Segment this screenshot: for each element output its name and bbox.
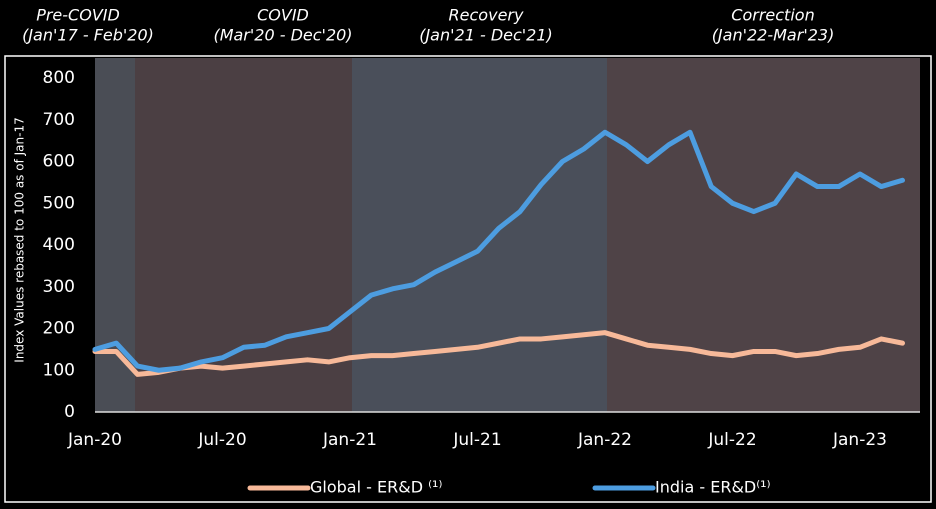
period-range: (Mar'20 - Dec'20)	[213, 26, 352, 45]
period-label: Pre-COVID	[36, 6, 120, 25]
y-tick-label: 800	[43, 68, 75, 88]
series-line	[92, 330, 905, 377]
y-tick-label: 300	[43, 277, 75, 297]
period-range: (Jan'21 - Dec'21)	[419, 26, 553, 45]
covid-band	[135, 58, 352, 412]
x-tick-label: Jan-21	[322, 430, 377, 450]
legend-label: Global - ER&D ⁽¹⁾	[310, 478, 442, 497]
x-tick-label: Jan-20	[67, 430, 122, 450]
y-tick-label: 0	[64, 402, 75, 422]
x-tick-label: Jul-20	[197, 430, 246, 450]
correction-band	[607, 58, 920, 412]
x-tick-label: Jul-21	[452, 430, 501, 450]
recovery-band	[352, 58, 607, 412]
period-label: Correction	[731, 6, 814, 25]
period-range: (Jan'17 - Feb'20)	[22, 26, 154, 45]
y-tick-label: 200	[43, 319, 75, 339]
y-tick-label: 600	[43, 152, 75, 172]
y-tick-label: 400	[43, 235, 75, 255]
y-axis-label: Index Values rebased to 100 as of Jan-17	[13, 117, 27, 362]
y-tick-label: 700	[43, 110, 75, 130]
period-label: COVID	[257, 6, 309, 25]
period-range: (Jan'22-Mar'23)	[712, 26, 835, 45]
x-tick-label: Jul-22	[707, 430, 756, 450]
chart-frame	[4, 55, 932, 503]
y-tick-label: 500	[43, 193, 75, 213]
period-label: Recovery	[449, 6, 524, 25]
y-tick-label: 100	[43, 360, 75, 380]
x-tick-label: Jan-22	[577, 430, 632, 450]
x-tick-label: Jan-23	[832, 430, 887, 450]
period-shading	[95, 58, 920, 412]
series-line	[92, 129, 905, 373]
legend-label: India - ER&D⁽¹⁾	[655, 478, 771, 497]
